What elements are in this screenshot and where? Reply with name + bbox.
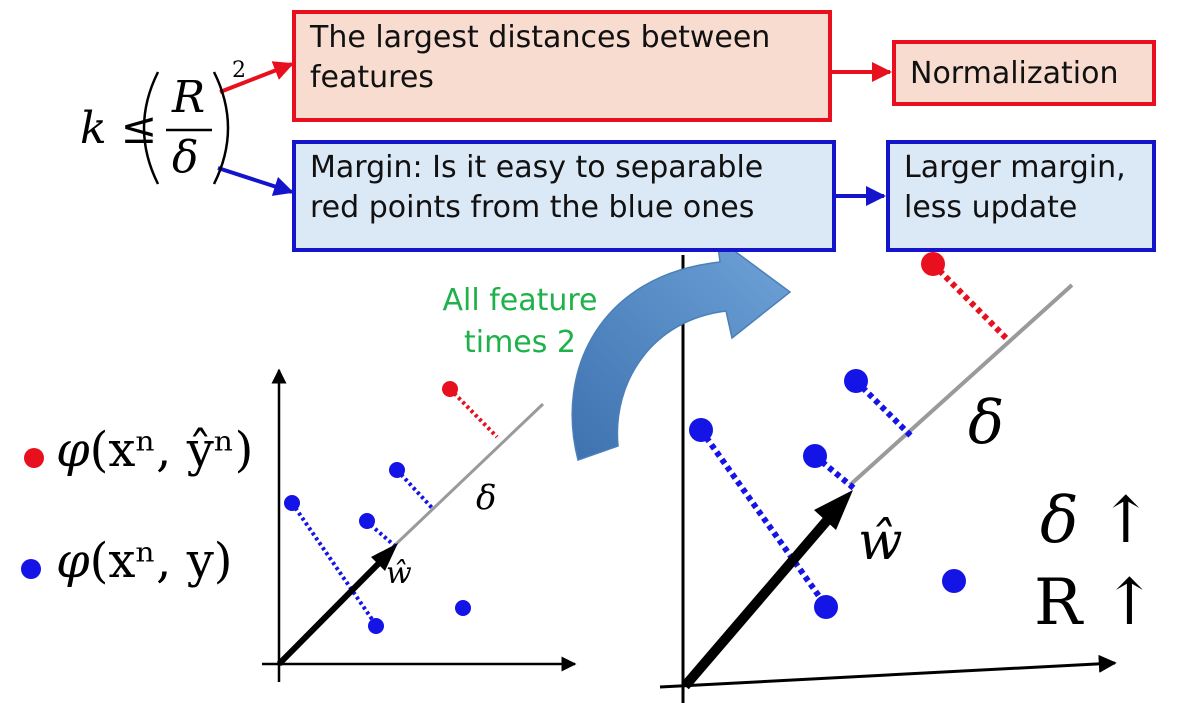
legend-blue-args: (xⁿ, y) (89, 533, 233, 589)
margin-line1: Margin: Is it easy to separable (310, 150, 764, 185)
left-w-label: ŵ (386, 556, 412, 591)
margin-box: Margin: Is it easy to separable red poin… (292, 140, 836, 252)
delta-trend-label: δ ↑ (1040, 484, 1153, 558)
connector-r-to-distances (219, 61, 294, 94)
right-blue-point (814, 595, 838, 619)
left-blue-point (455, 600, 471, 616)
left-blue-point (359, 513, 375, 529)
normalization-box: Normalization (892, 40, 1156, 106)
scaling-annotation-line2: times 2 (463, 325, 577, 360)
largest-distances-box: The largest distances between features (292, 10, 832, 122)
formula-right-paren (212, 71, 230, 185)
legend-red-args: (xⁿ, ŷⁿ) (89, 422, 254, 478)
larger-margin-box: Larger margin, less update (886, 140, 1156, 252)
right-red-point (921, 252, 945, 276)
left-blue-point (284, 495, 300, 511)
formula-exponent: 2 (232, 58, 246, 83)
left-separator-line (392, 402, 545, 548)
left-blue-point (389, 462, 405, 478)
formula-denominator: δ (172, 132, 199, 183)
right-blue-point (689, 418, 713, 442)
right-blue-point (803, 444, 827, 468)
left-delta-label: δ (476, 478, 497, 518)
left-w-arrow (276, 551, 391, 667)
largest-distances-line1: The largest distances between (310, 20, 771, 55)
right-blue-point (844, 369, 868, 393)
formula-left-paren (142, 71, 160, 185)
right-w-label: ŵ (858, 512, 903, 572)
r-trend-label: R ↑ (1034, 566, 1157, 640)
margin-line2: red points from the blue ones (310, 190, 755, 225)
left-blue-point (368, 618, 384, 634)
legend-red-phi: φ (56, 422, 90, 478)
legend-red-label: φ(xⁿ, ŷⁿ) (56, 422, 253, 478)
right-delta-label: δ (968, 388, 1005, 458)
formula-numerator: R (172, 72, 206, 123)
largest-distances-line2: features (310, 60, 434, 95)
legend-blue-label: φ(xⁿ, y) (56, 533, 233, 589)
right-w-arrow (681, 506, 840, 690)
normalization-text: Normalization (910, 56, 1119, 91)
right-plot (659, 252, 1117, 703)
larger-margin-line2: less update (904, 190, 1078, 225)
scaling-annotation: All feature times 2 (420, 280, 620, 364)
right-x-axis (659, 654, 1117, 689)
scaling-annotation-line1: All feature (442, 283, 598, 318)
right-blue-point (942, 569, 966, 593)
right-separator-line (848, 283, 1074, 487)
formula-lhs: k ≤ (80, 103, 158, 154)
legend-red-dot (24, 448, 44, 468)
left-red-point (442, 381, 458, 397)
legend-blue-phi: φ (56, 533, 90, 589)
left-plot (262, 368, 577, 682)
legend-blue-dot (21, 559, 41, 579)
connector-delta-to-margin (217, 166, 294, 196)
larger-margin-line1: Larger margin, (904, 150, 1126, 185)
